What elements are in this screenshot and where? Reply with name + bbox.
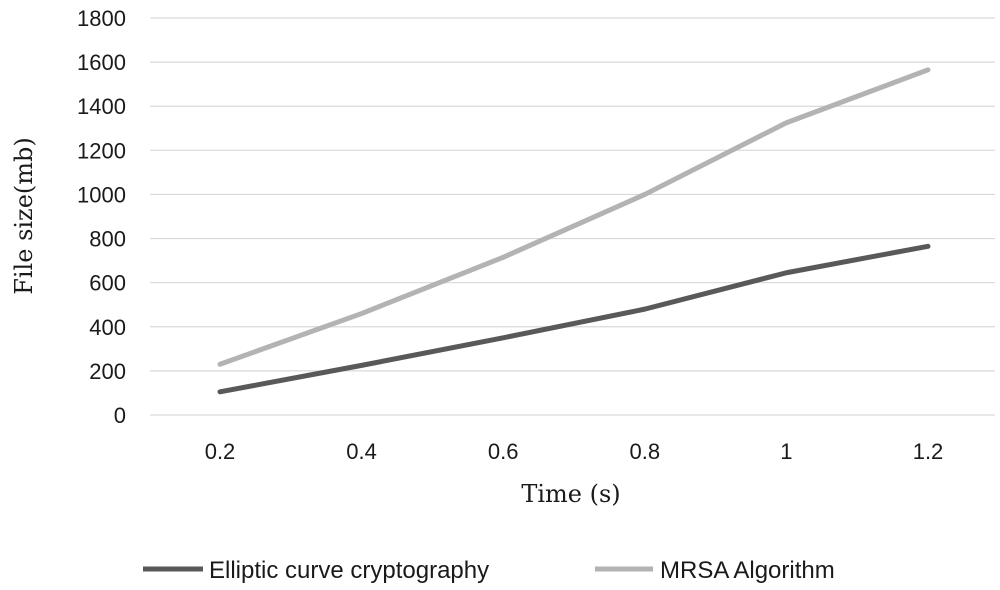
y-tick-label: 200 — [89, 359, 126, 384]
legend-label-mrsa-algorithm: MRSA Algorithm — [660, 557, 835, 584]
gridlines — [150, 17, 995, 416]
series-line-mrsa-algorithm — [217, 67, 931, 367]
x-tick-label: 1 — [780, 439, 792, 464]
y-axis-title: File size(mb) — [10, 137, 38, 295]
x-tick-label: 0.4 — [346, 439, 377, 464]
y-tick-label: 1600 — [77, 50, 126, 75]
x-tick-label: 0.6 — [488, 439, 519, 464]
y-tick-label: 400 — [89, 315, 126, 340]
x-tick-label: 1.2 — [913, 439, 944, 464]
x-axis-title: Time (s) — [521, 480, 620, 508]
y-axis-ticks: 0 200 400 600 800 1000 1200 1400 1600 1800 — [77, 6, 126, 428]
x-tick-label: 0.2 — [205, 439, 236, 464]
series-line-elliptic-curve-cryptography — [217, 243, 931, 395]
y-tick-label: 1800 — [77, 6, 126, 31]
y-tick-label: 800 — [89, 227, 126, 252]
series-lines — [217, 67, 931, 395]
x-axis-ticks: 0.2 0.4 0.6 0.8 1 1.2 — [205, 439, 944, 464]
x-tick-label: 0.8 — [630, 439, 661, 464]
y-tick-label: 1400 — [77, 94, 126, 119]
y-tick-label: 1200 — [77, 138, 126, 163]
legend-label-elliptic-curve-cryptography: Elliptic curve cryptography — [209, 557, 489, 584]
y-tick-label: 600 — [89, 271, 126, 296]
y-tick-label: 1000 — [77, 182, 126, 207]
legend: Elliptic curve cryptography MRSA Algorit… — [143, 557, 835, 584]
y-tick-label: 0 — [114, 403, 126, 428]
